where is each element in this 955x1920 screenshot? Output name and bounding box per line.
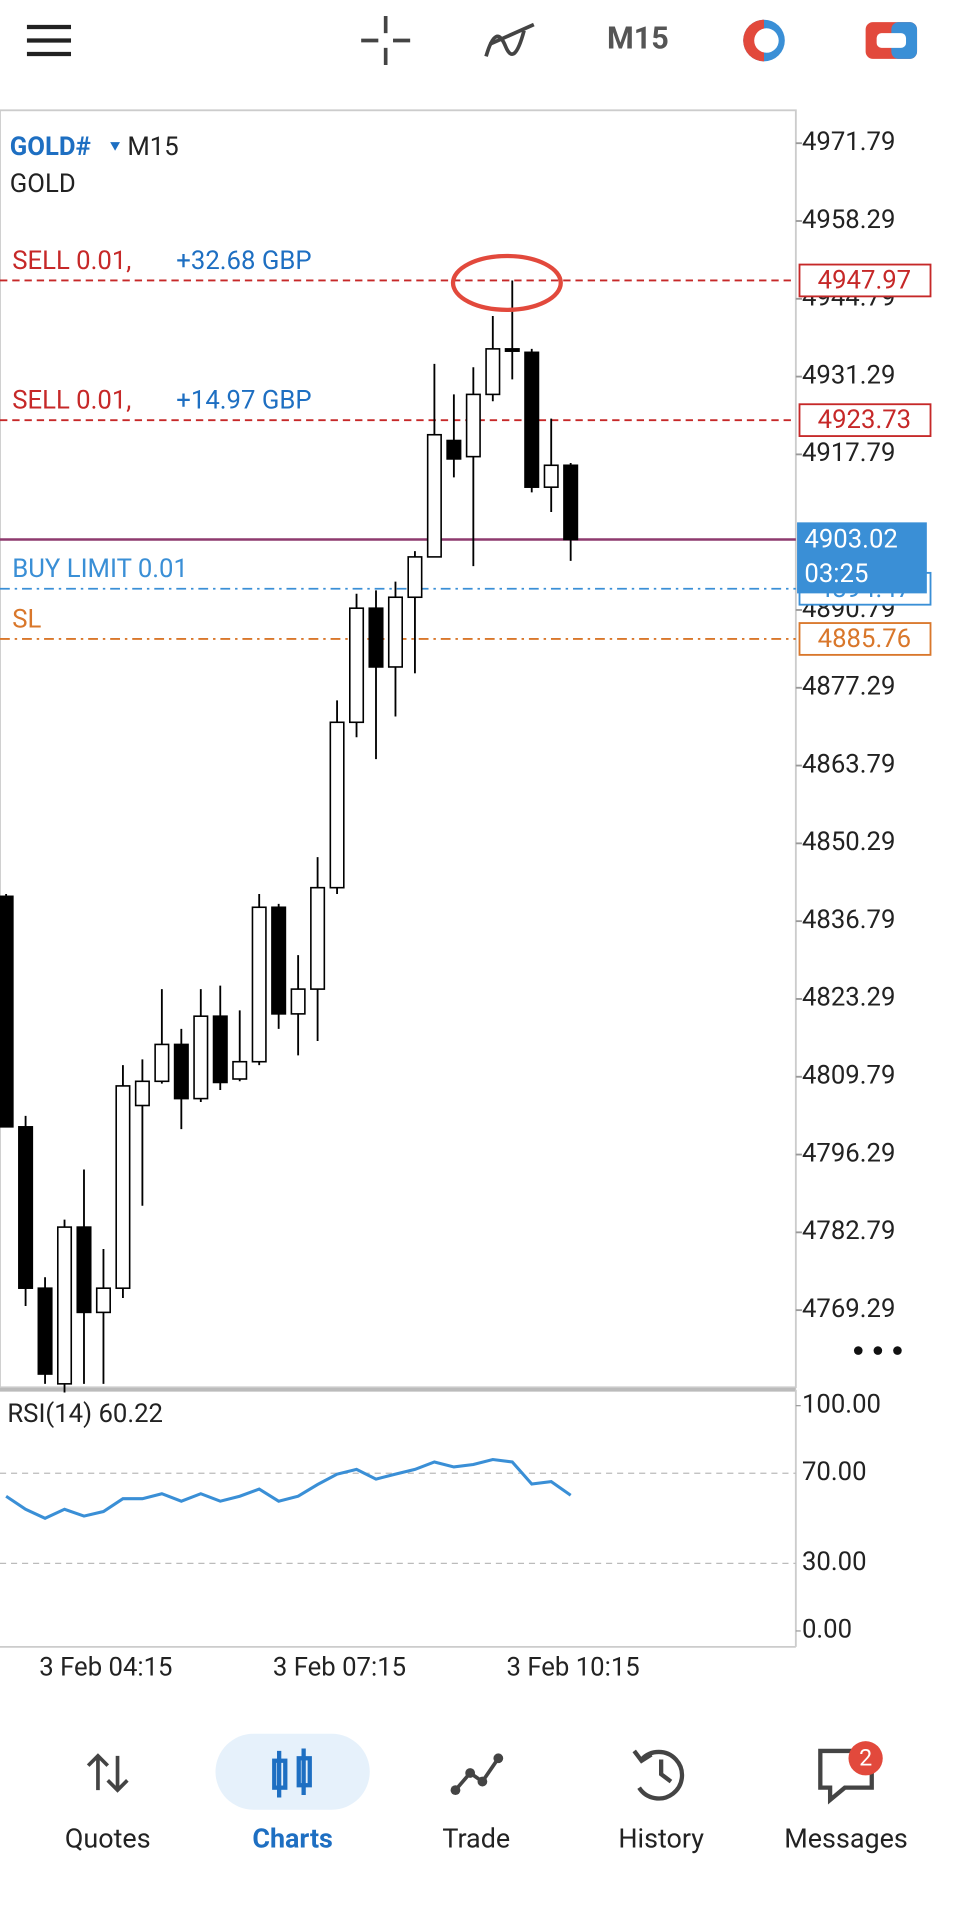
price-tag xyxy=(798,263,932,298)
quotes-icon[interactable] xyxy=(86,1753,129,1793)
x-tick-label: 3 Feb 10:15 xyxy=(507,1653,640,1683)
rsi-tick-label: 70.00 xyxy=(802,1457,867,1487)
bar-countdown: 03:25 xyxy=(804,559,868,589)
candle-body xyxy=(173,1043,189,1100)
current-price-label: 4903.02 xyxy=(804,525,897,555)
active-tab-highlight xyxy=(215,1733,370,1810)
nav-label[interactable]: Trade xyxy=(442,1822,510,1854)
x-tick-label: 3 Feb 07:15 xyxy=(273,1653,406,1683)
drawn-ellipse xyxy=(450,253,563,313)
crosshair-button[interactable] xyxy=(361,16,411,65)
candle-body xyxy=(368,607,384,668)
x-tick-label: 3 Feb 04:15 xyxy=(39,1653,172,1683)
symbol-dropdown[interactable] xyxy=(110,142,120,151)
order-label: SELL 0.01, xyxy=(12,386,131,416)
candle-body xyxy=(387,596,403,668)
more-button[interactable] xyxy=(853,1346,902,1355)
nav-label[interactable]: Messages xyxy=(784,1822,908,1854)
price-tag-label: 4885.76 xyxy=(818,624,911,654)
current-price-tag xyxy=(797,522,927,594)
y-tick-label: 4877.29 xyxy=(802,672,895,702)
price-tag-label: 4947.97 xyxy=(818,265,911,295)
candle-body xyxy=(543,464,559,488)
nav-label[interactable]: History xyxy=(618,1822,704,1854)
y-tick-label: 4836.79 xyxy=(802,905,895,935)
nav-label[interactable]: Charts xyxy=(252,1822,333,1854)
candle-body xyxy=(232,1060,248,1080)
y-tick-label: 4958.29 xyxy=(802,205,895,235)
chart-timeframe: M15 xyxy=(127,132,178,162)
candle-body xyxy=(563,464,579,541)
rsi-tick-label: 100.00 xyxy=(802,1389,881,1419)
price-tag-label: 4923.73 xyxy=(818,405,911,435)
y-tick-label: 4971.79 xyxy=(802,127,895,157)
trade-tab-icon[interactable] xyxy=(450,1753,504,1796)
candle-body xyxy=(504,348,520,352)
candle-body xyxy=(134,1080,150,1107)
symbol-description: GOLD xyxy=(10,169,76,199)
candle-body xyxy=(271,906,287,1015)
badge xyxy=(848,1741,883,1776)
candle-body xyxy=(193,1015,209,1100)
order-profit: +14.97 GBP xyxy=(176,386,311,416)
rsi-title: RSI(14) 60.22 xyxy=(7,1399,163,1429)
y-tick-label: 4782.79 xyxy=(802,1216,895,1246)
candle-body xyxy=(407,556,423,599)
account-icon[interactable] xyxy=(865,22,918,59)
y-tick-label: 4769.29 xyxy=(802,1294,895,1324)
price-tag xyxy=(798,403,932,437)
rsi-tick-label: 30.00 xyxy=(802,1547,867,1577)
history-icon[interactable] xyxy=(632,1749,685,1801)
y-tick-label: 4796.29 xyxy=(802,1138,895,1168)
y-tick-label: 4823.29 xyxy=(802,983,895,1013)
y-tick-label: 4863.79 xyxy=(802,749,895,779)
chart-frame xyxy=(0,109,797,1389)
y-tick-label: 4917.79 xyxy=(802,438,895,468)
menu-button[interactable] xyxy=(26,24,72,57)
indicators-button[interactable] xyxy=(484,22,535,57)
candle-body xyxy=(426,433,442,558)
candle-body xyxy=(154,1043,170,1083)
candle-body xyxy=(212,1015,228,1084)
candle-body xyxy=(18,1126,34,1289)
candle-body xyxy=(0,895,14,1128)
timeframe-button[interactable]: M15 xyxy=(607,22,669,57)
y-tick-label: 4931.29 xyxy=(802,360,895,390)
y-tick-label: 4809.79 xyxy=(802,1061,895,1091)
rsi-line xyxy=(5,1457,572,1520)
candle-body xyxy=(56,1226,73,1385)
candle-body xyxy=(465,393,481,458)
order-label: BUY LIMIT 0.01 xyxy=(12,554,188,584)
candle-body xyxy=(524,351,540,488)
candle-body xyxy=(349,607,365,724)
candle-body xyxy=(251,906,267,1063)
candle-body xyxy=(290,988,306,1015)
badge-count: 2 xyxy=(859,1744,872,1772)
candle-body xyxy=(76,1226,92,1314)
order-profit: +32.68 GBP xyxy=(176,246,311,276)
price-tag xyxy=(798,622,932,656)
y-tick-label: 4850.29 xyxy=(802,827,895,857)
candle-body xyxy=(329,721,345,889)
candle-body xyxy=(485,348,501,396)
symbol[interactable]: GOLD# xyxy=(10,132,91,162)
order-label: SL xyxy=(12,604,41,634)
nav-label[interactable]: Quotes xyxy=(65,1822,151,1854)
candle-body xyxy=(37,1287,53,1375)
trade-icon[interactable] xyxy=(743,19,785,62)
order-label: SELL 0.01, xyxy=(12,246,131,276)
rsi-tick-label: 0.00 xyxy=(802,1615,852,1645)
candle-body xyxy=(446,439,462,460)
candle-body xyxy=(115,1085,131,1289)
charts-icon[interactable] xyxy=(272,1748,312,1798)
candle-body xyxy=(95,1287,111,1314)
candle-body xyxy=(310,886,326,990)
